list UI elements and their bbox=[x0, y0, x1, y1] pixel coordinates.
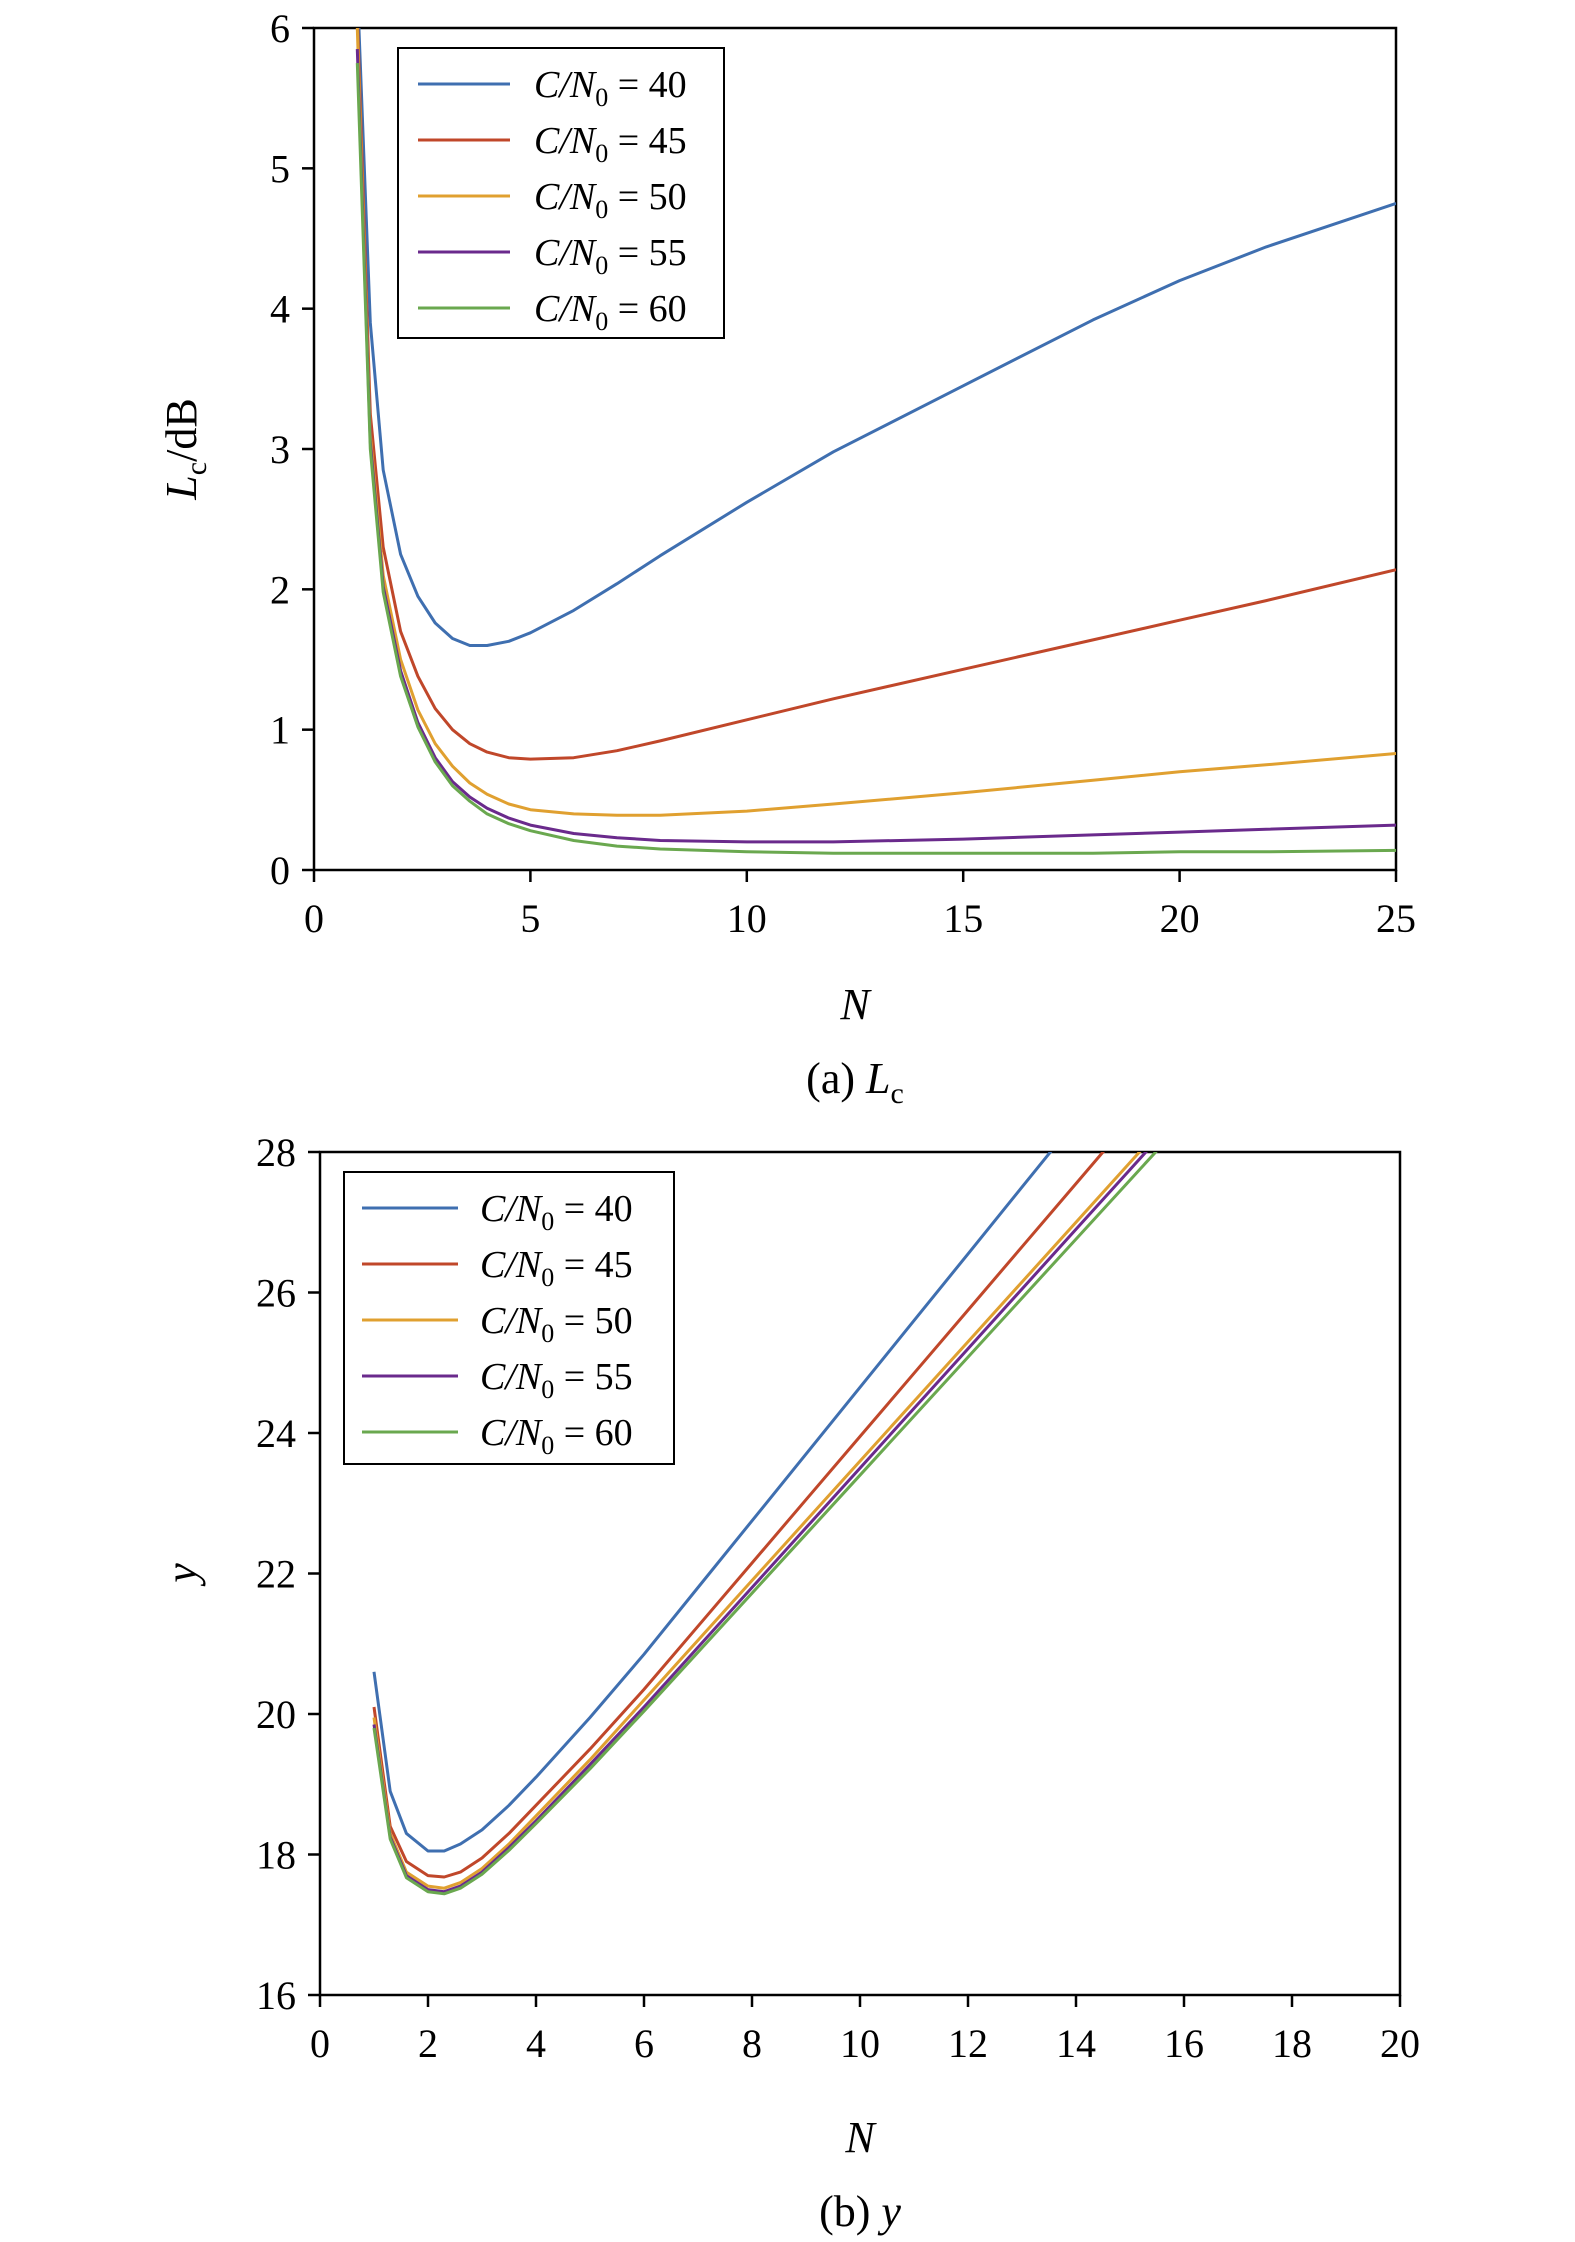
chart-b-xtick-label: 2 bbox=[418, 2021, 438, 2066]
chart-a-xtick-label: 15 bbox=[943, 896, 983, 941]
chart-a-ytick-label: 3 bbox=[270, 427, 290, 472]
chart-b-xtick-label: 20 bbox=[1380, 2021, 1420, 2066]
chart-b-legend-label-5: C/N0 = 60 bbox=[480, 1412, 633, 1460]
chart-b-ylabel-main: y bbox=[157, 1563, 206, 1587]
chart-a-series-line-1 bbox=[357, 28, 1396, 647]
chart-a-caption: (a) Lc bbox=[806, 1054, 904, 1110]
chart-b-legend-label-4: C/N0 = 55 bbox=[480, 1356, 633, 1404]
chart-b-xtick-label: 14 bbox=[1056, 2021, 1096, 2066]
chart-a-legend-box bbox=[397, 47, 725, 339]
chart-b-ytick-label: 20 bbox=[256, 1692, 296, 1737]
chart-a-ylabel: Lc/dB bbox=[157, 398, 213, 500]
chart-a-caption-prefix: (a) bbox=[806, 1054, 866, 1103]
chart-a-ytick-label: 6 bbox=[270, 6, 290, 51]
chart-a-xtick-label: 0 bbox=[304, 896, 324, 941]
chart-b-caption: (b) y bbox=[819, 2187, 901, 2236]
chart-b-xtick-label: 8 bbox=[742, 2021, 762, 2066]
chart-b-xtick-label: 18 bbox=[1272, 2021, 1312, 2066]
chart-b-series-lines bbox=[372, 1152, 1158, 1896]
chart-b-xtick-label: 0 bbox=[310, 2021, 330, 2066]
chart-b-legend: C/N0 = 40 C/N0 = 45 C/N0 = 50 C/N0 = 55 C/N0… bbox=[343, 1171, 675, 1465]
chart-b-series-line-4 bbox=[372, 1152, 1148, 1894]
chart-b-series-line-3 bbox=[372, 1152, 1142, 1890]
chart-a-ytick-label: 1 bbox=[270, 708, 290, 753]
chart-a-xtick-label: 10 bbox=[727, 896, 767, 941]
chart-a-series-line-5 bbox=[355, 63, 1396, 855]
chart-a-ticks: 0 5 10 15 20 25 0 1 2 3 4 5 6 bbox=[270, 6, 1416, 941]
chart-a-ytick-label: 2 bbox=[270, 567, 290, 612]
chart-a-xtick-label: 5 bbox=[520, 896, 540, 941]
chart-b-caption-prefix: (b) bbox=[819, 2187, 881, 2236]
chart-a-series-line-3 bbox=[355, 28, 1396, 817]
chart-b-series-line-1 bbox=[372, 1152, 1053, 1853]
chart-b-ytick-label: 28 bbox=[256, 1130, 296, 1175]
chart-b-xtick-label: 16 bbox=[1164, 2021, 1204, 2066]
chart-a-xlabel: N bbox=[839, 980, 872, 1029]
chart-b-legend-label-2: C/N0 = 45 bbox=[480, 1244, 633, 1292]
chart-b-xtick-label: 10 bbox=[840, 2021, 880, 2066]
chart-a-series-line-2 bbox=[356, 28, 1396, 761]
chart-b-ytick-label: 24 bbox=[256, 1411, 296, 1456]
chart-a-ytick-label: 5 bbox=[270, 146, 290, 191]
chart-a: 0 5 10 15 20 25 0 1 2 3 4 5 6 Lc/dB N (a) Lc C/N0 = … bbox=[157, 6, 1416, 1110]
chart-a-legend-label-3: C/N0 = 50 bbox=[534, 176, 687, 224]
chart-a-caption-main: L bbox=[865, 1054, 890, 1103]
chart-b-xtick-label: 4 bbox=[526, 2021, 546, 2066]
chart-b-series-line-5 bbox=[372, 1152, 1158, 1896]
chart-b-legend-label-3: C/N0 = 50 bbox=[480, 1300, 633, 1348]
chart-a-ytick-label: 4 bbox=[270, 287, 290, 332]
chart-a-legend: C/N0 = 40 C/N0 = 45 C/N0 = 50 C/N0 = 55 C/N0… bbox=[397, 47, 725, 339]
chart-b-caption-main: y bbox=[877, 2187, 901, 2236]
chart-a-xtick-label: 25 bbox=[1376, 896, 1416, 941]
chart-b-ytick-label: 16 bbox=[256, 1973, 296, 2018]
chart-b-legend-items: C/N0 = 40 C/N0 = 45 C/N0 = 50 C/N0 = 55 C/N0… bbox=[362, 1188, 633, 1460]
chart-a-series-line-4 bbox=[355, 49, 1396, 844]
chart-a-legend-label-5: C/N0 = 60 bbox=[534, 288, 687, 336]
chart-a-legend-label-1: C/N0 = 40 bbox=[534, 64, 687, 112]
chart-b-legend-label-1: C/N0 = 40 bbox=[480, 1188, 633, 1236]
chart-a-ylabel-sub: c bbox=[180, 462, 213, 475]
chart-b-ytick-label: 26 bbox=[256, 1271, 296, 1316]
chart-a-caption-sub: c bbox=[891, 1077, 904, 1110]
chart-b-legend-box bbox=[343, 1171, 675, 1465]
chart-a-ytick-label: 0 bbox=[270, 848, 290, 893]
chart-b-ytick-label: 18 bbox=[256, 1833, 296, 1878]
chart-a-legend-label-2: C/N0 = 45 bbox=[534, 120, 687, 168]
chart-a-xtick-label: 20 bbox=[1160, 896, 1200, 941]
chart-b-xtick-label: 12 bbox=[948, 2021, 988, 2066]
chart-b-ylabel: y bbox=[157, 1563, 206, 1587]
chart-b-ytick-label: 22 bbox=[256, 1552, 296, 1597]
chart-a-legend-items: C/N0 = 40 C/N0 = 45 C/N0 = 50 C/N0 = 55 C/N0… bbox=[418, 64, 687, 336]
chart-b-xtick-label: 6 bbox=[634, 2021, 654, 2066]
chart-a-ylabel-main: L bbox=[157, 475, 206, 500]
chart-a-ylabel-rest: /dB bbox=[157, 398, 206, 462]
chart-a-legend-label-4: C/N0 = 55 bbox=[534, 232, 687, 280]
chart-b-series-line-2 bbox=[372, 1152, 1105, 1879]
chart-a-series-lines bbox=[355, 28, 1396, 855]
chart-b-xlabel: N bbox=[844, 2113, 877, 2162]
